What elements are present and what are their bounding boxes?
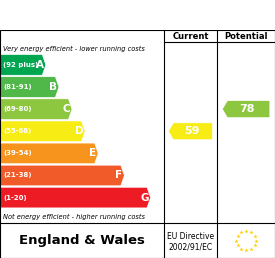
Text: C: C [62,104,70,114]
Polygon shape [1,143,98,164]
Text: England & Wales: England & Wales [19,234,145,247]
Text: (69-80): (69-80) [3,106,32,112]
Polygon shape [1,99,72,119]
Text: D: D [75,126,83,136]
Text: (39-54): (39-54) [3,150,32,156]
Text: Energy Efficiency Rating: Energy Efficiency Rating [6,7,208,22]
Text: Not energy efficient - higher running costs: Not energy efficient - higher running co… [3,214,145,220]
Polygon shape [1,187,150,208]
Polygon shape [1,77,59,97]
Text: (92 plus): (92 plus) [3,62,38,68]
Polygon shape [169,123,212,140]
Text: F: F [115,171,122,181]
Polygon shape [1,55,46,75]
Text: (1-20): (1-20) [3,195,27,201]
Text: Potential: Potential [224,31,268,41]
Text: EU Directive: EU Directive [167,232,214,241]
Polygon shape [1,121,85,142]
Text: 78: 78 [240,104,255,114]
Text: A: A [36,60,44,70]
Text: B: B [49,82,57,92]
Text: Very energy efficient - lower running costs: Very energy efficient - lower running co… [3,46,145,52]
Text: Current: Current [172,31,209,41]
Text: 59: 59 [184,126,200,136]
Text: G: G [140,193,149,203]
Text: (55-68): (55-68) [3,128,32,134]
Text: E: E [89,148,96,158]
Text: 2002/91/EC: 2002/91/EC [168,242,213,251]
Text: (81-91): (81-91) [3,84,32,90]
Polygon shape [1,165,124,186]
Text: (21-38): (21-38) [3,173,32,179]
Polygon shape [222,101,270,118]
